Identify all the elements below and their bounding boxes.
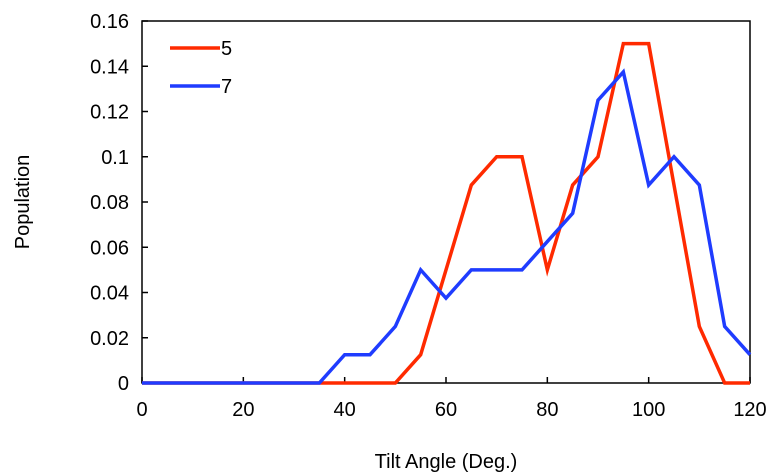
legend: 57 bbox=[170, 38, 232, 98]
y-tick-label: 0.12 bbox=[90, 102, 129, 124]
plot-area bbox=[141, 20, 751, 384]
series-lines bbox=[142, 41, 752, 385]
y-tick-label: 0.14 bbox=[90, 56, 129, 78]
x-tick-label: 40 bbox=[334, 399, 356, 421]
legend-label: 5 bbox=[221, 38, 232, 60]
y-axis-ticks: 0 0.02 0.04 0.06 0.08 0.1 0.12 0.14 0.16 bbox=[90, 11, 148, 395]
x-axis-title: Tilt Angle (Deg.) bbox=[375, 451, 518, 473]
x-tick-label: 60 bbox=[435, 399, 457, 421]
legend-label: 7 bbox=[221, 76, 232, 98]
y-tick-label: 0.16 bbox=[90, 11, 129, 33]
x-tick-label: 120 bbox=[733, 399, 766, 421]
y-tick-label: 0.1 bbox=[101, 147, 129, 169]
y-tick-label: 0.08 bbox=[90, 192, 129, 214]
x-tick-label: 100 bbox=[632, 399, 665, 421]
y-tick-label: 0.04 bbox=[90, 283, 129, 305]
y-axis-title: Population bbox=[12, 155, 34, 250]
x-axis-ticks: 0 20 40 60 80 100 120 bbox=[136, 377, 767, 421]
x-tick-label: 20 bbox=[232, 399, 254, 421]
y-tick-label: 0.06 bbox=[90, 237, 129, 259]
x-tick-label: 0 bbox=[136, 399, 147, 421]
y-tick-label: 0.02 bbox=[90, 328, 129, 350]
y-tick-label: 0 bbox=[118, 373, 129, 395]
series-line-7 bbox=[142, 68, 752, 385]
x-tick-label: 80 bbox=[536, 399, 558, 421]
